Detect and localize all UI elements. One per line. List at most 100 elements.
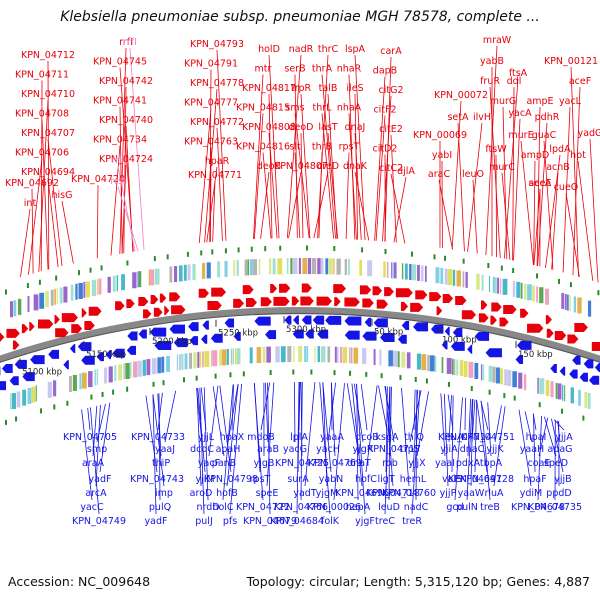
reverse-gene-label: yabN xyxy=(319,474,344,485)
reverse-gene-label: speE xyxy=(256,488,279,499)
cog-feature xyxy=(496,367,500,384)
marker-dot xyxy=(597,290,600,296)
forward-gene-label: lpdA xyxy=(549,144,571,155)
marker-dot xyxy=(237,247,240,253)
forward-gene-arrow xyxy=(84,321,95,331)
forward-label-connector xyxy=(345,152,350,240)
cog-feature xyxy=(317,258,321,275)
cog-feature xyxy=(148,269,151,286)
reverse-gene-label: KPN_04705 xyxy=(63,432,117,443)
cog-feature xyxy=(344,259,347,276)
marker-dot xyxy=(365,371,368,377)
cog-feature xyxy=(161,356,165,373)
forward-gene-arrow xyxy=(153,307,163,317)
marker-dot xyxy=(513,395,516,401)
cog-feature xyxy=(386,261,389,278)
reverse-gene-arrow xyxy=(474,331,490,341)
forward-label-connector xyxy=(47,60,50,270)
reverse-label-connector xyxy=(152,394,157,515)
forward-gene-arrow xyxy=(81,308,87,318)
marker-dot xyxy=(166,254,169,260)
forward-gene-label: thrA xyxy=(312,64,333,75)
reverse-label-connector xyxy=(222,384,234,501)
reverse-gene-arrow xyxy=(149,327,167,337)
scale-tick-label: 100 kbp xyxy=(442,335,477,345)
forward-gene-label: deoD xyxy=(288,122,313,133)
reverse-label-connector xyxy=(219,385,232,473)
marker-dot xyxy=(5,289,7,295)
forward-label-connector xyxy=(31,188,34,274)
cog-feature xyxy=(497,277,500,294)
forward-gene-arrow xyxy=(481,300,488,310)
reverse-label-connector xyxy=(297,381,301,473)
cog-feature xyxy=(224,260,228,277)
forward-gene-arrow xyxy=(490,315,497,325)
reverse-gene-label: KPN_04769 xyxy=(308,458,362,469)
reverse-gene-label: nrdD xyxy=(196,502,219,513)
cog-feature xyxy=(434,356,437,373)
cog-feature xyxy=(27,296,30,313)
reverse-gene-label: KPN_04696 xyxy=(335,488,389,499)
cog-feature xyxy=(221,349,227,366)
marker-dot xyxy=(153,256,156,262)
forward-label-connector xyxy=(28,158,43,275)
cog-feature xyxy=(379,349,382,366)
forward-gene-label: KPN_04742 xyxy=(99,76,153,87)
forward-label-connector xyxy=(212,180,216,242)
reverse-gene-label: treB xyxy=(480,502,500,513)
reverse-gene-label: thiP xyxy=(152,458,170,469)
forward-gene-label: KPN_04707 xyxy=(21,128,75,139)
forward-gene-arrow xyxy=(171,305,186,315)
cog-feature xyxy=(50,289,54,306)
cog-feature xyxy=(293,346,295,363)
marker-dot xyxy=(488,389,491,395)
marker-dot xyxy=(186,251,189,257)
forward-gene-label: pdhR xyxy=(535,112,560,123)
cog-feature xyxy=(462,271,465,288)
reverse-gene-arrow xyxy=(467,344,473,354)
forward-label-connector xyxy=(288,171,302,239)
reverse-gene-label: KPN_04718 xyxy=(366,488,420,499)
marker-dot xyxy=(195,375,198,381)
cog-feature xyxy=(112,275,116,292)
reverse-gene-label: KPN_04760 xyxy=(382,488,436,499)
forward-gene-label: KPN_00069 xyxy=(413,130,467,141)
reverse-gene-label: speD xyxy=(544,458,568,469)
forward-gene-arrow xyxy=(503,304,517,314)
reverse-gene-label: rob xyxy=(382,458,398,469)
forward-label-connector xyxy=(551,172,559,270)
cog-feature xyxy=(233,260,236,277)
reverse-label-connector xyxy=(260,382,271,431)
cog-feature xyxy=(17,298,22,315)
cog-feature xyxy=(492,366,496,383)
cog-feature xyxy=(564,293,567,310)
forward-gene-arrow xyxy=(115,301,125,311)
reverse-gene-label: araA xyxy=(82,458,105,469)
reverse-gene-arrow xyxy=(413,322,429,332)
cog-feature xyxy=(236,260,239,277)
reverse-gene-label: treR xyxy=(402,516,422,527)
forward-label-connector xyxy=(96,184,99,259)
reverse-label-connector xyxy=(199,387,205,515)
forward-gene-arrow xyxy=(567,334,579,344)
cog-feature xyxy=(527,284,532,301)
forward-gene-label: KPN_04706 xyxy=(15,148,69,159)
cog-feature xyxy=(494,277,497,294)
reverse-label-connector xyxy=(293,382,296,443)
forward-gene-arrow xyxy=(520,308,529,318)
reverse-label-connector xyxy=(464,397,466,431)
reverse-label-connector xyxy=(227,384,239,443)
forward-gene-arrow xyxy=(29,321,35,331)
cog-feature xyxy=(557,383,562,400)
cog-feature xyxy=(176,354,178,371)
forward-label-connector xyxy=(41,119,49,270)
forward-gene-label: murE xyxy=(508,130,533,141)
rna-label-connector xyxy=(117,165,136,252)
reverse-label-connector xyxy=(319,382,331,515)
reverse-gene-arrow xyxy=(224,318,235,328)
marker-dot xyxy=(112,389,115,395)
outer-marker-ring xyxy=(5,245,600,296)
reverse-label-connector xyxy=(304,382,316,487)
forward-gene-arrow xyxy=(270,283,277,293)
forward-gene-label: yacL xyxy=(559,96,582,107)
